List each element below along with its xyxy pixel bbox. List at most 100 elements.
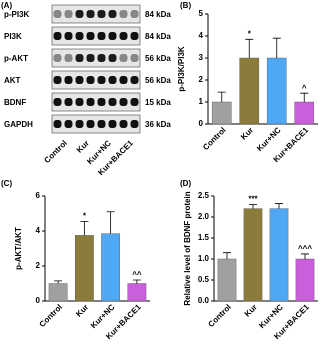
panel-label: (D) [180,179,191,188]
band [130,10,139,18]
bar [127,283,147,302]
band [119,120,128,128]
protein-label: GAPDH [4,120,33,129]
size-label: 84 kDa [145,32,171,41]
band [97,76,106,84]
bar [243,208,263,302]
y-tick-label: 1 [199,97,204,106]
x-tick-label: Kur+NC [255,125,283,153]
error-bar [301,253,309,259]
y-tick-label: 2.5 [198,191,210,200]
significance: * [83,211,87,220]
blot-frame [51,92,141,112]
y-tick-label: 0.0 [198,296,210,305]
y-tick-label: 4 [199,31,204,40]
size-label: 15 kDa [145,98,171,107]
size-label: 84 kDa [145,10,171,19]
significance: ^ [302,83,307,92]
size-label: 36 kDa [145,120,171,129]
band [119,32,128,40]
band [86,32,95,40]
band [130,76,139,84]
error-bar [217,91,226,102]
protein-label: p-AKT [4,54,28,63]
bar [217,258,237,302]
y-tick-label: 2 [199,75,204,84]
band [119,98,128,106]
size-label: 56 kDa [145,54,171,63]
band [53,10,62,18]
blot-frame [51,26,141,46]
band [97,98,106,106]
band [108,54,117,62]
band [75,76,84,84]
error-bar [249,204,257,209]
band [53,98,62,106]
panel-label: (C) [1,179,12,188]
x-tick-label: Control [38,303,64,329]
bar [211,101,232,125]
band [108,120,117,128]
band [64,98,73,106]
band [53,120,62,128]
x-tick-label: Kur [75,139,91,155]
band [130,98,139,106]
x-tick-label: Kur [74,303,90,319]
band [97,120,106,128]
y-axis-label: Relative level of BDNF protein [183,191,192,305]
error-bar [132,279,141,284]
band [86,76,95,84]
band [108,76,117,84]
band [119,54,128,62]
bar [294,101,315,125]
y-axis-label: p-PI3K/PI3K [177,46,186,92]
y-tick-label: 2.0 [198,212,210,221]
y-tick-label: 0 [36,296,41,305]
band [64,32,73,40]
band [97,32,106,40]
x-tick-label: Control [42,139,68,165]
bar [239,57,260,125]
error-bar [223,252,231,259]
band [64,120,73,128]
bar [74,235,94,302]
error-bar [54,280,63,284]
band [86,98,95,106]
panel-label: (B) [180,1,191,10]
band [130,54,139,62]
x-tick-label: Kur [239,126,255,142]
band [64,10,73,18]
blot-frame [51,114,141,134]
bar [48,283,68,302]
size-label: 56 kDa [145,76,171,85]
error-bar [272,37,281,58]
band [119,10,128,18]
band [97,54,106,62]
band [75,98,84,106]
band [130,120,139,128]
protein-label: AKT [4,76,21,85]
error-bar [106,211,115,234]
error-bar [300,92,309,102]
panel-label: (A) [1,1,12,10]
y-tick-label: 4 [36,226,41,235]
band [75,54,84,62]
band [64,76,73,84]
blot-frame [51,70,141,90]
band [75,10,84,18]
error-bar [275,203,283,209]
y-tick-label: 0.5 [198,275,210,284]
bar [269,208,289,302]
significance: ^^ [132,270,142,279]
significance: *** [248,195,258,204]
bar [101,233,121,302]
y-tick-label: 6 [36,191,41,200]
band [53,54,62,62]
blot-frame [51,4,141,24]
y-tick-label: 1.5 [198,233,210,242]
bar [266,57,287,125]
band [119,76,128,84]
band [86,120,95,128]
x-tick-label: Control [206,303,232,329]
